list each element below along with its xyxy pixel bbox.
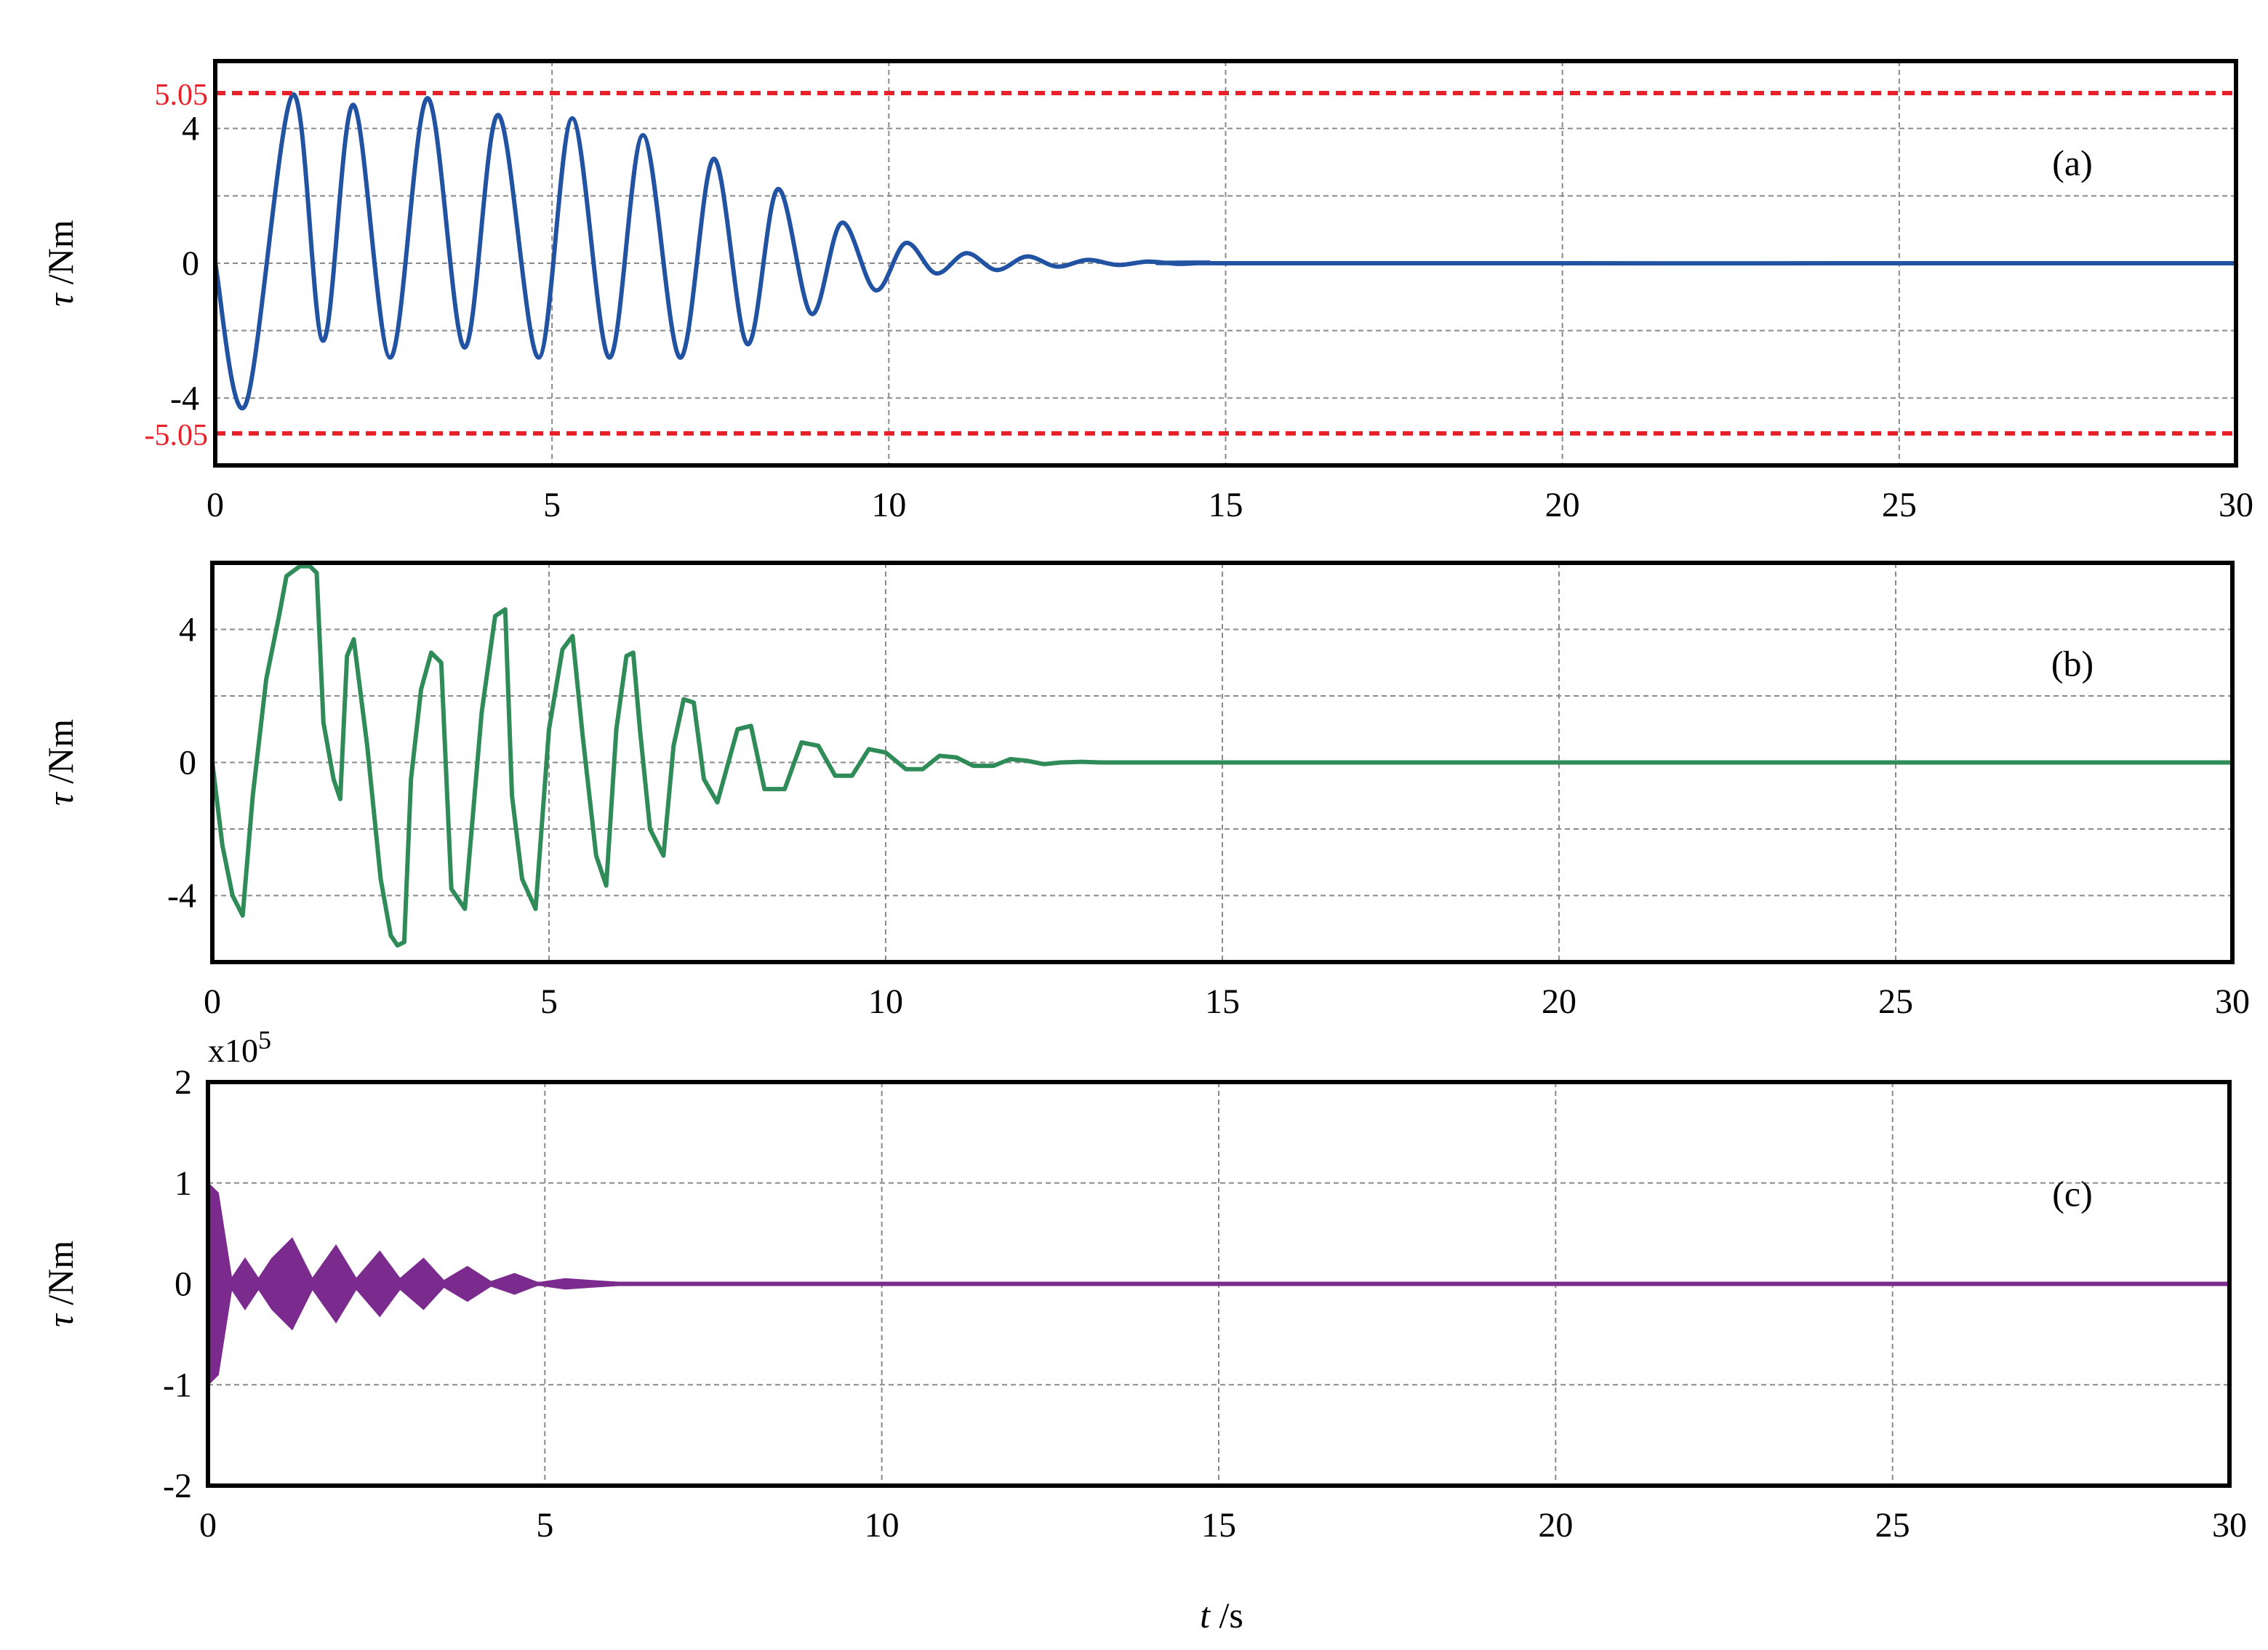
x-tick-label: 25 [1878, 982, 1913, 1021]
y-tick-label: 0 [182, 244, 199, 283]
series-line [212, 564, 2232, 948]
scale-label-exponent: 5 [258, 1025, 271, 1054]
y-tick-label: 4 [179, 611, 196, 649]
x-tick-label: 5 [540, 982, 558, 1021]
scale-label-base: x10 [208, 1032, 258, 1069]
panel-label: (a) [2052, 143, 2093, 183]
x-axis-label-variable: t [1200, 1595, 1211, 1635]
panel-label: (b) [2051, 643, 2093, 684]
panel-a: 5.05 -5.05 0 5 10 15 20 25 30 -4 0 4 τ /Nm (a) [40, 59, 2253, 524]
x-tick-label: 5 [543, 486, 561, 524]
x-tick-label: 0 [199, 1506, 217, 1545]
x-tick-label: 20 [1545, 486, 1580, 524]
y-tick-label: -4 [167, 877, 196, 916]
x-tick-label: 15 [1209, 486, 1243, 524]
y-tick-label: 1 [175, 1164, 192, 1203]
y-tick-label: -1 [163, 1366, 192, 1404]
plot-frame [213, 59, 2238, 468]
panel-b: 0 5 10 15 20 25 30 -4 0 4 τ /Nm (b) [40, 561, 2250, 1021]
y-tick-label: -4 [170, 379, 199, 417]
y-tick-label: 4 [182, 110, 199, 148]
x-tick-label: 20 [1542, 982, 1576, 1021]
x-tick-label: 5 [536, 1506, 553, 1545]
plot-frame [206, 1080, 2232, 1488]
x-tick-label: 0 [204, 982, 221, 1021]
y-tick-label: 2 [175, 1063, 192, 1102]
x-tick-label: 10 [871, 486, 906, 524]
x-axis-label: t /s [1200, 1595, 1243, 1635]
x-tick-label: 30 [2212, 1506, 2247, 1545]
x-tick-label: 0 [207, 486, 224, 524]
panel-label: (c) [2052, 1174, 2093, 1214]
x-tick-label: 20 [1538, 1506, 1573, 1545]
y-axis-label: τ /Nm [40, 220, 81, 306]
y-axis-label-variable: τ [40, 791, 81, 806]
limit-label: 5.05 [155, 79, 209, 112]
x-tick-label: 25 [1875, 1506, 1910, 1545]
y-tick-label: 0 [175, 1265, 192, 1304]
plot-frame [210, 561, 2235, 964]
limit-label: -5.05 [145, 419, 209, 452]
x-axis-label-unit: /s [1210, 1595, 1243, 1635]
y-axis-label-unit: /Nm [40, 719, 81, 793]
y-tick-label: 0 [179, 744, 196, 782]
y-axis-label: τ /Nm [40, 1241, 81, 1327]
x-tick-label: 15 [1205, 982, 1240, 1021]
x-tick-label: 25 [1882, 486, 1917, 524]
y-axis-label-unit: /Nm [40, 1241, 81, 1315]
x-tick-label: 15 [1201, 1506, 1236, 1545]
x-tick-label: 30 [2219, 486, 2253, 524]
y-axis-label-unit: /Nm [40, 220, 81, 294]
y-axis-label-variable: τ [40, 1313, 81, 1327]
scale-label: x105 [208, 1025, 271, 1069]
x-tick-label: 10 [868, 982, 903, 1021]
y-axis-label-variable: τ [40, 292, 81, 307]
y-tick-label: -2 [163, 1467, 192, 1505]
x-tick-label: 30 [2215, 982, 2250, 1021]
series-line [215, 92, 2236, 411]
y-axis-label: τ /Nm [40, 719, 81, 806]
x-tick-label: 10 [865, 1506, 899, 1545]
